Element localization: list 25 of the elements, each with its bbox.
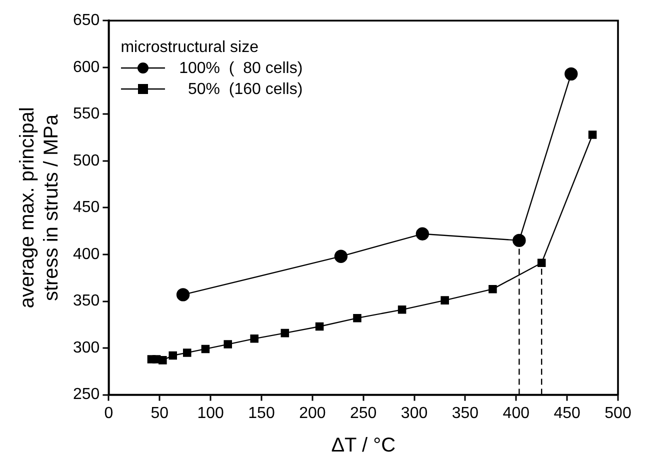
y-tick-label: 350 xyxy=(72,292,100,310)
x-tick-label: 300 xyxy=(400,404,428,422)
y-axis-title: average max. principal stress in struts / MPa xyxy=(16,107,63,308)
x-tick-label: 400 xyxy=(502,404,530,422)
y-tick-label: 650 xyxy=(72,12,100,30)
x-tick-label: 200 xyxy=(299,404,326,422)
legend-label: 100% ( 80 cells) xyxy=(178,58,303,79)
x-tick-label: 50 xyxy=(150,404,169,422)
y-tick-label: 300 xyxy=(72,339,100,356)
y-tick-label: 450 xyxy=(72,199,100,216)
x-tick-label: 150 xyxy=(248,404,275,422)
y-tick-label: 600 xyxy=(72,58,100,76)
x-tick-label: 450 xyxy=(554,404,581,422)
x-tick-label: 500 xyxy=(604,404,632,422)
y-tick-label: 500 xyxy=(72,152,100,170)
x-tick-label: 350 xyxy=(452,404,479,422)
x-tick-label: 0 xyxy=(104,404,114,422)
x-tick-label: 250 xyxy=(350,404,377,422)
y-tick-label: 400 xyxy=(72,246,100,263)
y-tick-label: 250 xyxy=(72,386,100,404)
legend-title: microstructural size xyxy=(120,38,260,58)
x-tick-label: 100 xyxy=(197,404,224,422)
y-tick-label: 550 xyxy=(72,106,100,123)
legend-label: 50% (160 cells) xyxy=(186,80,303,100)
x-axis-title: ΔT / °C xyxy=(331,434,396,457)
